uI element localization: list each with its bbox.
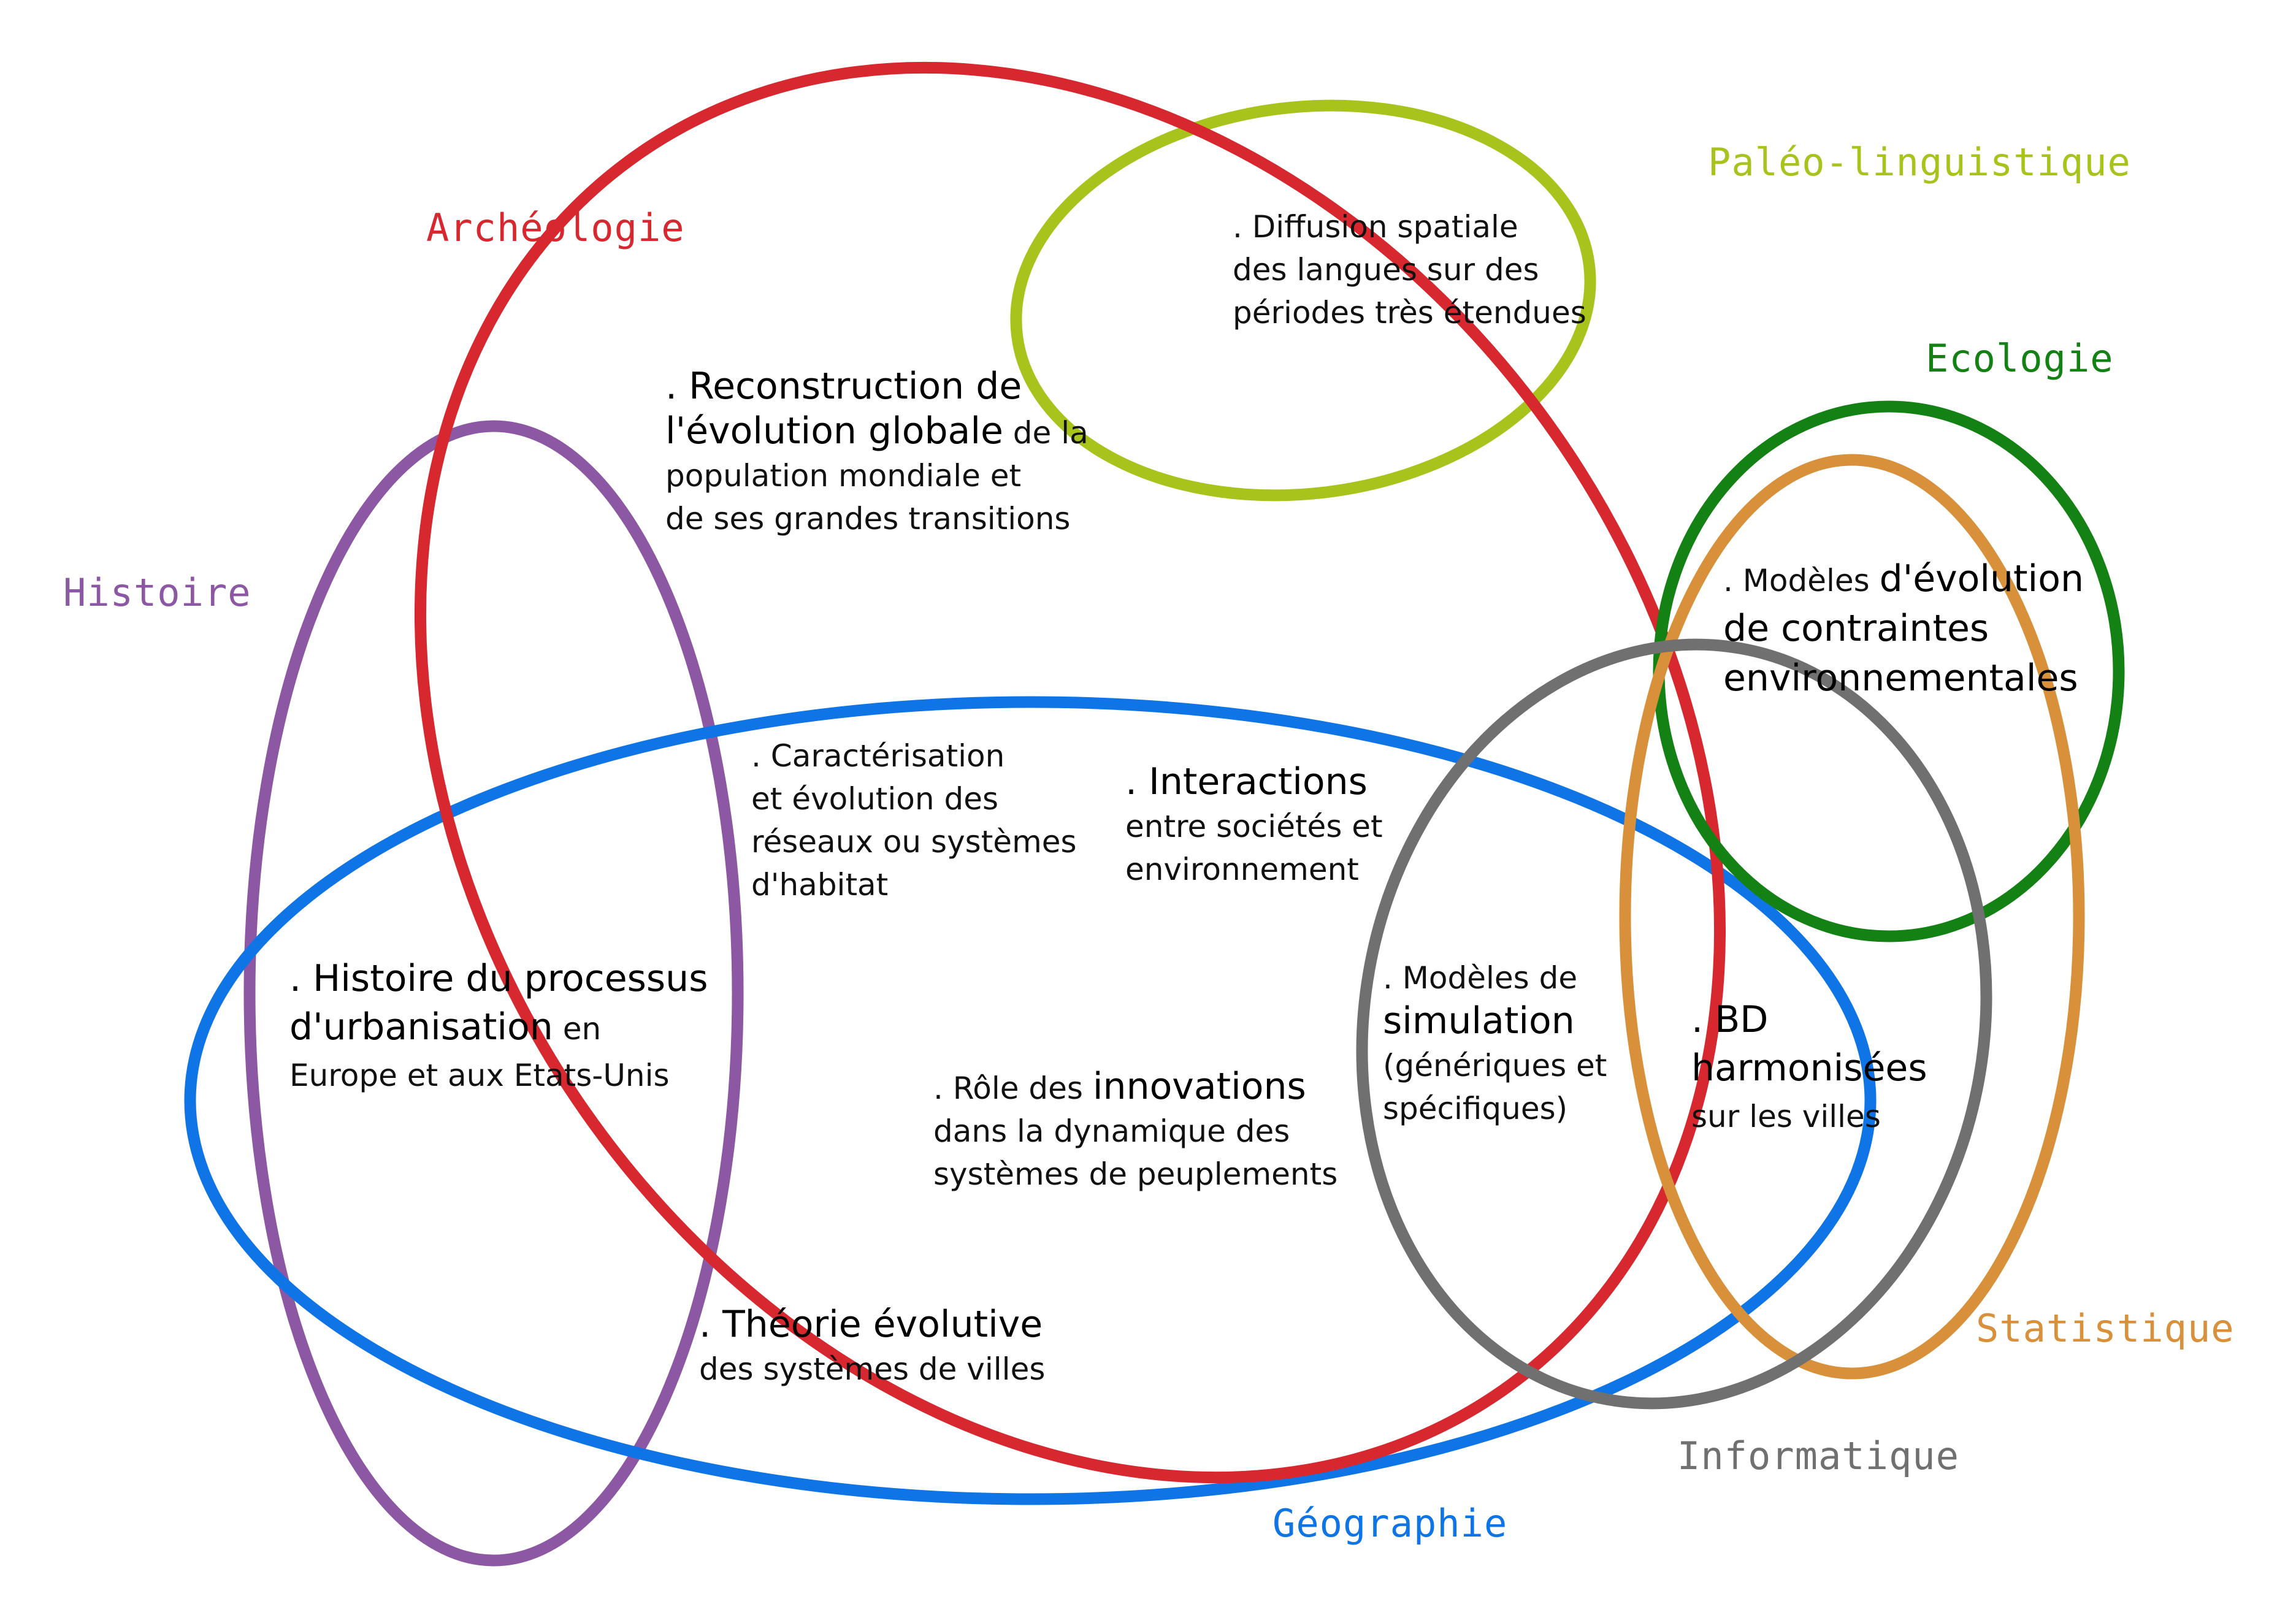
label-ecologie: Ecologie <box>1926 336 2114 381</box>
label-statistique: Statistique <box>1976 1306 2235 1351</box>
ellipse-archeologie <box>414 61 1726 1484</box>
label-histoire: Histoire <box>63 570 251 615</box>
note-modeles-evolution: . Modèles d'évolution de contraintes env… <box>1723 557 2084 700</box>
ellipse-histoire <box>243 420 744 1567</box>
note-interactions: . Interactions entre sociétés et environ… <box>1125 760 1383 887</box>
note-histoire-urbanisation: . Histoire du processus d'urbanisation e… <box>289 957 708 1093</box>
label-geographie: Géographie <box>1272 1501 1508 1546</box>
note-innovations: . Rôle des innovations dans la dynamique… <box>933 1065 1338 1192</box>
note-diffusion-spatiale: . Diffusion spatiale des langues sur des… <box>1233 209 1586 330</box>
note-modeles-simulation: . Modèles de simulation (génériques et s… <box>1383 960 1607 1126</box>
note-bd-harmonisees: . BD harmonisées sur les villes <box>1691 998 1927 1134</box>
note-caracterisation: . Caractérisation et évolution des résea… <box>751 738 1077 903</box>
label-archeologie: Archéologie <box>426 205 685 250</box>
ellipse-statistique <box>1619 454 2085 1380</box>
ellipse-paleo-linguistique <box>1010 99 1596 502</box>
note-reconstruction: . Reconstruction de l'évolution globale … <box>665 365 1089 537</box>
note-theorie-evolutive: . Théorie évolutive des systèmes de vill… <box>699 1303 1046 1387</box>
ellipse-geographie <box>184 696 1877 1505</box>
ellipse-informatique <box>1356 638 1992 1410</box>
label-paleo-linguistique: Paléo-linguistique <box>1708 140 2131 185</box>
label-informatique: Informatique <box>1677 1434 1959 1478</box>
